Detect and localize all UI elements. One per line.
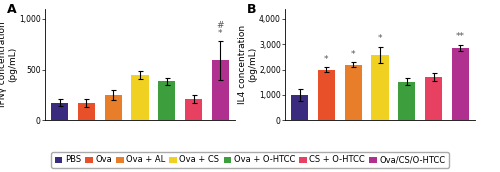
Bar bbox=[425, 77, 442, 120]
Text: B: B bbox=[247, 3, 256, 16]
Y-axis label: IL4 concentration
(pg/mL): IL4 concentration (pg/mL) bbox=[238, 25, 258, 104]
Bar bbox=[291, 95, 308, 120]
Bar bbox=[372, 55, 388, 120]
Bar bbox=[158, 81, 176, 120]
Y-axis label: IFNγ concentration
(pg/mL): IFNγ concentration (pg/mL) bbox=[0, 22, 18, 107]
Text: A: A bbox=[7, 3, 16, 16]
Bar bbox=[452, 48, 469, 120]
Bar bbox=[51, 103, 68, 120]
Text: *: * bbox=[218, 29, 222, 38]
Text: #: # bbox=[216, 21, 224, 30]
Bar bbox=[318, 70, 335, 120]
Bar bbox=[132, 75, 148, 120]
Bar bbox=[212, 60, 229, 120]
Text: *: * bbox=[378, 34, 382, 43]
Text: *: * bbox=[351, 50, 356, 59]
Bar bbox=[344, 64, 362, 120]
Bar bbox=[104, 95, 122, 120]
Text: *: * bbox=[324, 55, 328, 64]
Legend: PBS, Ova, Ova + AL, Ova + CS, Ova + O-HTCC, CS + O-HTCC, Ova/CS/O-HTCC: PBS, Ova, Ova + AL, Ova + CS, Ova + O-HT… bbox=[52, 152, 448, 168]
Bar bbox=[185, 99, 202, 120]
Text: **: ** bbox=[456, 32, 465, 41]
Bar bbox=[78, 103, 95, 120]
Bar bbox=[398, 82, 415, 120]
